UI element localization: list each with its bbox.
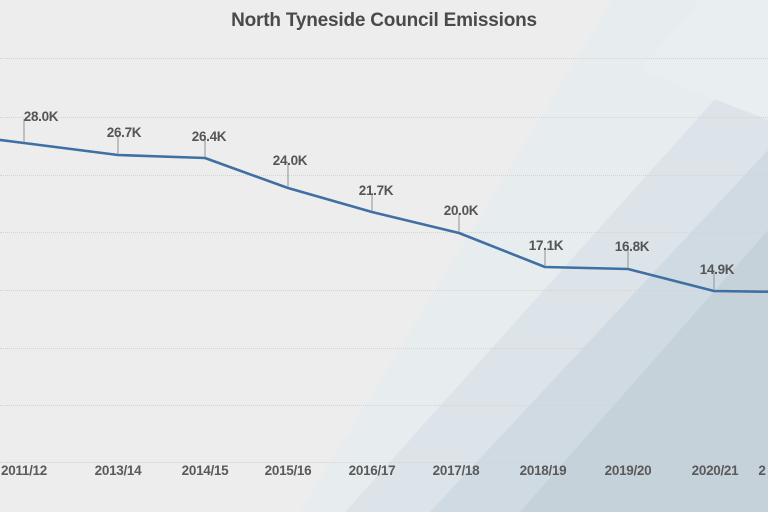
x-axis-label: 2020/21 <box>691 463 739 478</box>
x-axis-label: 2 <box>758 463 766 478</box>
data-point-label: 14.9K <box>699 262 735 277</box>
x-axis-label: 2017/18 <box>432 463 480 478</box>
x-axis-labels: 2011/12 2013/14 2014/15 2015/16 2016/17 2017/… <box>0 463 768 493</box>
data-point-label: 21.7K <box>358 183 394 198</box>
x-axis-label: 2019/20 <box>604 463 652 478</box>
point-tick-marks <box>23 119 715 290</box>
emissions-series-line <box>0 138 768 294</box>
data-point-label: 20.0K <box>443 203 479 218</box>
x-axis-label: 2015/16 <box>264 463 312 478</box>
data-point-label: 28.0K <box>23 109 59 124</box>
x-axis-label: 2011/12 <box>1 463 47 478</box>
x-axis-label: 2018/19 <box>519 463 567 478</box>
chart-title: North Tyneside Council Emissions <box>231 10 537 31</box>
data-point-label: 26.4K <box>191 129 227 144</box>
data-point-label: 16.8K <box>614 239 650 254</box>
x-axis-label: 2014/15 <box>181 463 229 478</box>
data-point-label: 17.1K <box>528 238 564 253</box>
x-axis-label: 2013/14 <box>94 463 142 478</box>
data-point-label: 24.0K <box>272 153 308 168</box>
data-point-label: 26.7K <box>106 125 142 140</box>
x-axis-label: 2016/17 <box>348 463 396 478</box>
